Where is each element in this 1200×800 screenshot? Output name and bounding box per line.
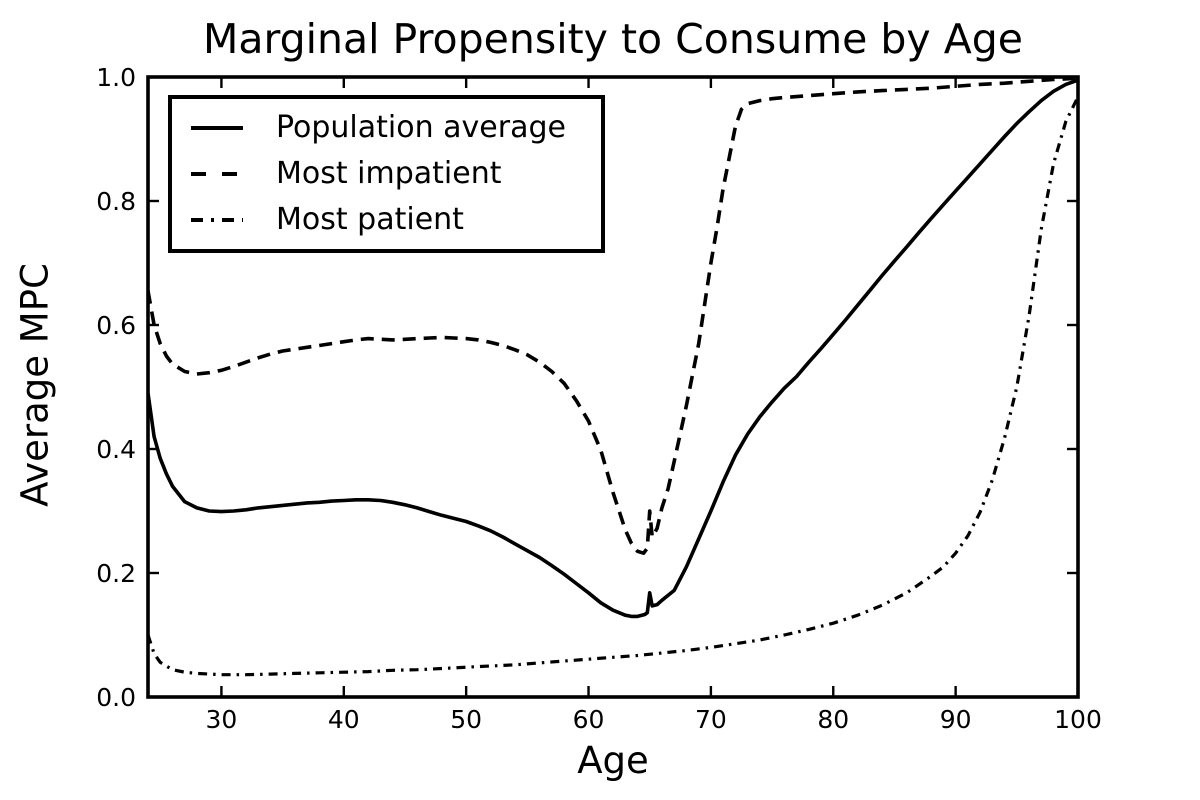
y-tick-label: 0.2: [96, 559, 136, 588]
chart-title: Marginal Propensity to Consume by Age: [202, 15, 1024, 63]
y-tick-label: 0.4: [96, 435, 136, 464]
legend-label: Most impatient: [276, 156, 502, 191]
x-tick-label: 100: [1054, 705, 1102, 734]
legend-label: Most patient: [276, 202, 464, 237]
legend-label: Population average: [276, 110, 566, 145]
y-tick-label: 0.0: [96, 683, 136, 712]
x-axis-label: Age: [577, 739, 649, 782]
x-tick-label: 90: [940, 705, 972, 734]
y-tick-label: 0.8: [96, 187, 136, 216]
solid-line-sample-icon: [191, 126, 243, 130]
y-tick-label: 1.0: [96, 63, 136, 92]
series-line-population-average: [148, 78, 1078, 619]
legend-box: Population average Most impatient Most p…: [168, 95, 605, 253]
dashed-line-sample-icon: [191, 172, 243, 176]
legend-item-most-patient: Most patient: [189, 205, 601, 235]
axes-frame: [146, 75, 1080, 699]
x-tick-label: 40: [328, 705, 360, 734]
legend-item-population-average: Population average: [189, 113, 601, 143]
x-tick-label: 30: [206, 705, 238, 734]
x-tick-label: 50: [450, 705, 482, 734]
series-line-most-patient: [148, 96, 1078, 677]
y-tick-label: 0.6: [96, 311, 136, 340]
x-tick-label: 60: [573, 705, 605, 734]
x-tick-label: 80: [817, 705, 849, 734]
series-line-most-impatient: [148, 77, 1078, 555]
legend-item-most-impatient: Most impatient: [189, 159, 601, 189]
dashdot-line-sample-icon: [191, 218, 243, 222]
x-tick-label: 70: [695, 705, 727, 734]
